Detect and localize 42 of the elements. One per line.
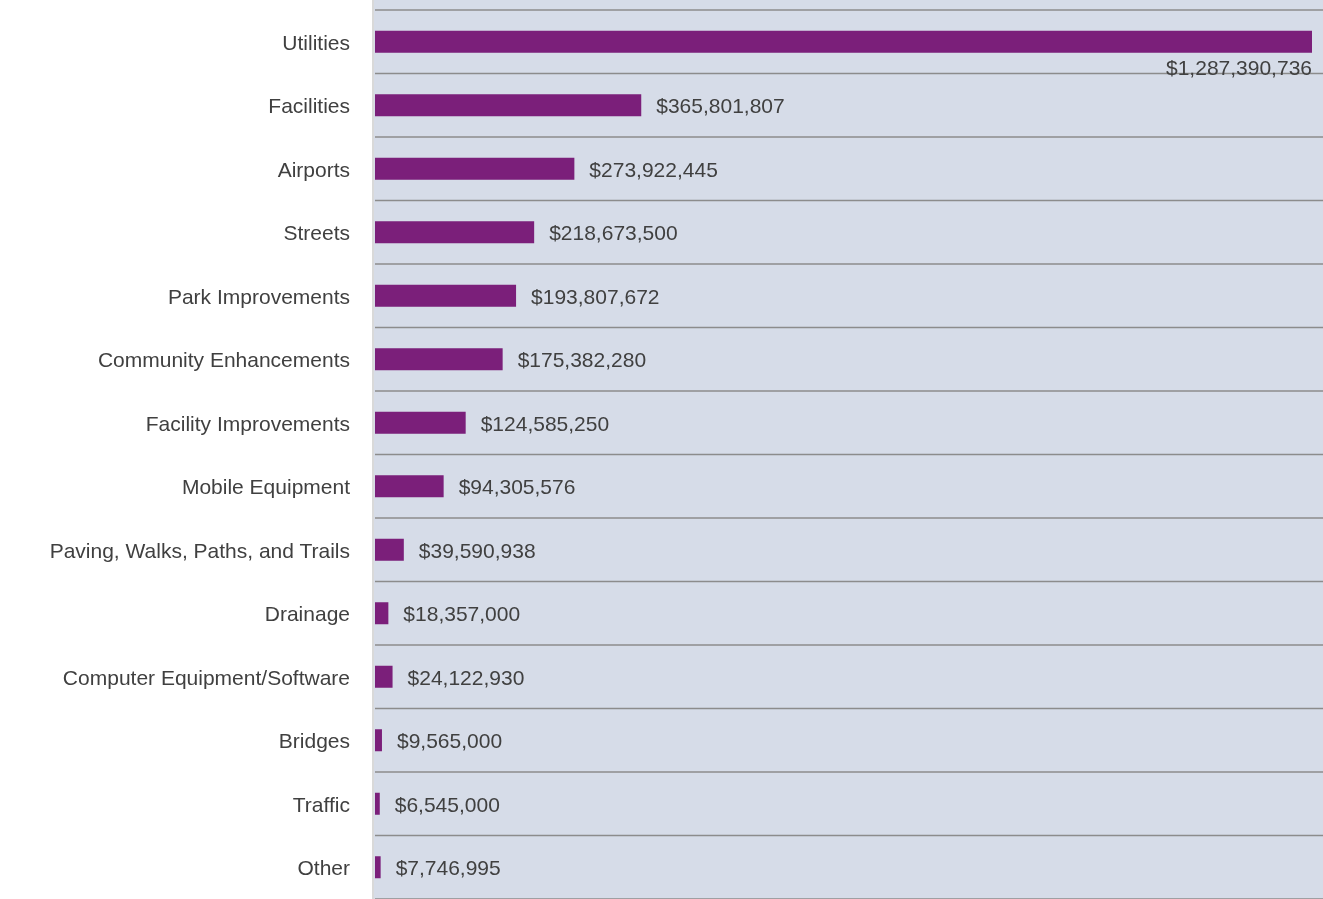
y-tick-label: Airports: [277, 157, 350, 181]
data-label: $175,382,280: [517, 348, 647, 372]
bar: [375, 729, 382, 752]
y-tick-label: Traffic: [292, 792, 350, 816]
y-tick-label: Streets: [283, 221, 350, 245]
bar: [375, 30, 1312, 53]
data-label: $193,807,672: [531, 284, 660, 308]
y-tick-label: Facility Improvements: [145, 411, 350, 435]
data-label: $24,122,930: [407, 665, 525, 689]
y-tick-label: Utilities: [282, 30, 350, 54]
y-tick-label: Park Improvements: [167, 284, 350, 308]
y-tick-label: Computer Equipment/Software: [62, 665, 350, 689]
bar: [375, 94, 642, 117]
data-label: $273,922,445: [589, 157, 718, 181]
y-tick-label: Drainage: [264, 602, 350, 626]
data-label: $39,590,938: [418, 538, 536, 562]
bar: [375, 602, 389, 625]
data-label: $124,585,250: [480, 411, 610, 435]
bar: [375, 792, 380, 815]
data-label: $94,305,576: [458, 475, 576, 499]
y-tick-label: Paving, Walks, Paths, and Trails: [49, 538, 350, 562]
data-label: $1,287,390,736: [1166, 55, 1312, 79]
y-tick-label: Other: [297, 856, 350, 880]
y-tick-label: Facilities: [268, 94, 350, 118]
bar: [375, 538, 404, 561]
data-label: $218,673,500: [549, 221, 678, 245]
bar: [375, 475, 444, 498]
bar: [375, 411, 466, 434]
bar: [375, 221, 535, 244]
y-tick-label: Mobile Equipment: [181, 475, 351, 499]
bar: [375, 665, 393, 688]
y-tick-label: Community Enhancements: [97, 348, 350, 372]
bar: [375, 284, 517, 307]
bar: [375, 348, 503, 371]
bar: [375, 157, 575, 180]
bar: [375, 856, 381, 879]
data-label: $18,357,000: [403, 602, 521, 626]
data-label: $365,801,807: [656, 94, 785, 118]
y-tick-label: Bridges: [278, 729, 350, 753]
data-label: $9,565,000: [396, 729, 503, 753]
data-label: $6,545,000: [394, 792, 500, 816]
data-label: $7,746,995: [395, 856, 501, 880]
